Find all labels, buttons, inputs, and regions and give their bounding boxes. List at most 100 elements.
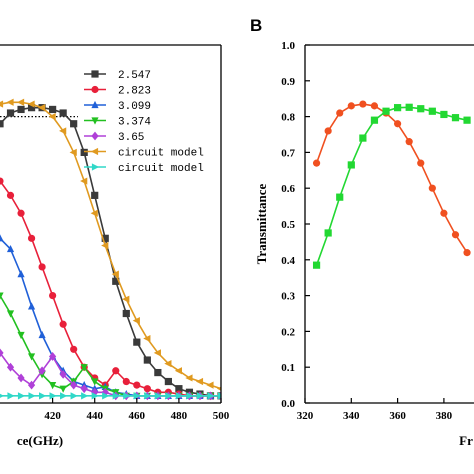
- panel-b-y-tick-label: 0.6: [281, 183, 295, 195]
- panel-a-data-point: [164, 377, 172, 386]
- panel-a-data-point: [164, 360, 172, 368]
- panel-b-y-axis-label: Transmittance: [254, 183, 269, 264]
- panel-b-y-tick-label: 0.4: [281, 255, 295, 267]
- panel-b-data-point: [451, 114, 460, 122]
- panel-a-series-6: [0, 392, 221, 400]
- legend-item: circuit model: [84, 163, 204, 175]
- panel-b-y-tick-label: 0.2: [281, 326, 295, 338]
- panel-a-x-tick-label: 440: [86, 410, 103, 422]
- panel-b-y-tick-label: 1.0: [281, 40, 295, 52]
- panel-a-data-point: [17, 105, 25, 114]
- panel-a-series-1: [0, 177, 221, 400]
- panel-a-data-point: [122, 295, 130, 303]
- panel-b-data-point: [359, 100, 367, 108]
- legend-marker: [91, 163, 100, 171]
- panel-a-data-point: [101, 234, 109, 242]
- panel-a-chart: 420 440 460 480 500 ce(GHz) 2.547 2.823 3.099 3.3…: [0, 44, 230, 448]
- panel-b-data-point: [312, 159, 321, 167]
- panel-a-data-point: [185, 374, 193, 382]
- legend-item: 3.099: [84, 100, 151, 113]
- panel-a-data-point: [112, 392, 120, 400]
- panel-a-data-point: [17, 373, 25, 383]
- panel-a-data-point: [175, 385, 183, 393]
- panel-a-data-point: [37, 104, 46, 112]
- panel-a-data-point: [133, 338, 141, 346]
- panel-a-data-point: [112, 367, 120, 375]
- panel-a-x-tick-label: 480: [171, 410, 188, 422]
- panel-a-x-tick-label: 460: [129, 410, 146, 422]
- panel-b-data-point: [405, 138, 413, 146]
- panel-a-data-point: [144, 392, 152, 400]
- panel-a-data-point: [0, 100, 4, 108]
- panel-b-x-tick-label: 380: [436, 410, 453, 422]
- legend-label: 3.374: [118, 117, 151, 129]
- panel-a-data-point: [6, 109, 15, 117]
- panel-a-data-point: [101, 241, 109, 250]
- legend-marker: [90, 147, 99, 156]
- panel-a-data-point: [59, 385, 67, 393]
- panel-a-data-point: [59, 369, 67, 379]
- panel-a-data-point: [59, 127, 67, 135]
- legend-item: 3.65: [84, 131, 144, 144]
- panel-a-data-point: [186, 392, 194, 400]
- panel-b-data-point: [382, 107, 390, 115]
- legend-item: 3.374: [84, 117, 151, 129]
- panel-b-data-point: [405, 103, 413, 111]
- panel-a-data-point: [27, 353, 36, 361]
- panel-b-data-point: [336, 109, 344, 117]
- panel-a-data-point: [132, 317, 140, 325]
- panel-a-data-point: [80, 177, 88, 185]
- panel-b-chart: B 0.0 0.1 0.2 0.3 0.4 0.5 0.6 0.7 0.8 0.9 1.0 320 340…: [250, 16, 474, 448]
- panel-a-data-point: [80, 148, 88, 156]
- legend-label: 3.099: [118, 101, 151, 113]
- legend-item: circuit model: [84, 148, 204, 160]
- panel-b-y-tick-label: 0.9: [281, 76, 295, 88]
- panel-a-data-point: [80, 384, 88, 394]
- panel-a-data-point: [27, 104, 36, 112]
- panel-a-data-point: [0, 234, 4, 242]
- panel-a-data-point: [154, 368, 162, 377]
- panel-b-x-tick-label: 320: [297, 410, 314, 422]
- panel-a-data-point: [196, 392, 205, 400]
- panel-a-data-point: [122, 309, 130, 318]
- panel-a-data-point: [49, 392, 57, 400]
- legend-label: circuit model: [118, 163, 204, 175]
- panel-a-data-point: [80, 364, 88, 372]
- panel-a-data-point: [6, 310, 15, 318]
- panel-b-data-point: [347, 102, 355, 110]
- panel-b-data-point: [324, 127, 332, 135]
- panel-b-data-point: [347, 161, 355, 169]
- panel-a-data-point: [133, 381, 141, 389]
- panel-a-data-point: [59, 320, 67, 328]
- panel-a-data-point: [6, 191, 15, 199]
- panel-a-data-point: [153, 349, 161, 357]
- legend-label: 2.823: [118, 86, 151, 98]
- panel-a-data-point: [6, 362, 15, 372]
- panel-a-data-point: [49, 292, 57, 300]
- panel-a-data-point: [38, 392, 47, 400]
- panel-b-series-group: [312, 100, 471, 269]
- legend-item: 2.823: [84, 86, 151, 98]
- panel-a-data-point: [7, 392, 15, 400]
- panel-a-data-point: [165, 392, 173, 400]
- panel-b-x-tick-label: 360: [389, 410, 406, 422]
- panel-b-y-tick-label: 0.7: [281, 147, 295, 159]
- panel-a-data-point: [59, 109, 67, 117]
- panel-a-series-line: [0, 101, 221, 390]
- panel-a-data-point: [38, 330, 46, 339]
- panel-a-data-point: [195, 377, 204, 386]
- panel-b-data-point: [359, 134, 367, 142]
- panel-a-data-point: [122, 377, 130, 386]
- panel-b-data-point: [463, 249, 471, 257]
- panel-a-data-point: [91, 392, 99, 400]
- panel-a-data-point: [6, 98, 14, 106]
- panel-a-data-point: [175, 392, 184, 400]
- panel-a-data-point: [60, 392, 68, 400]
- panel-a-x-tick-label: 500: [213, 410, 230, 422]
- panel-a-data-point: [217, 392, 221, 400]
- panel-a-data-point: [27, 302, 36, 310]
- panel-b-data-point: [440, 110, 448, 119]
- panel-b-data-point: [417, 105, 425, 113]
- panel-b-data-point: [370, 102, 379, 110]
